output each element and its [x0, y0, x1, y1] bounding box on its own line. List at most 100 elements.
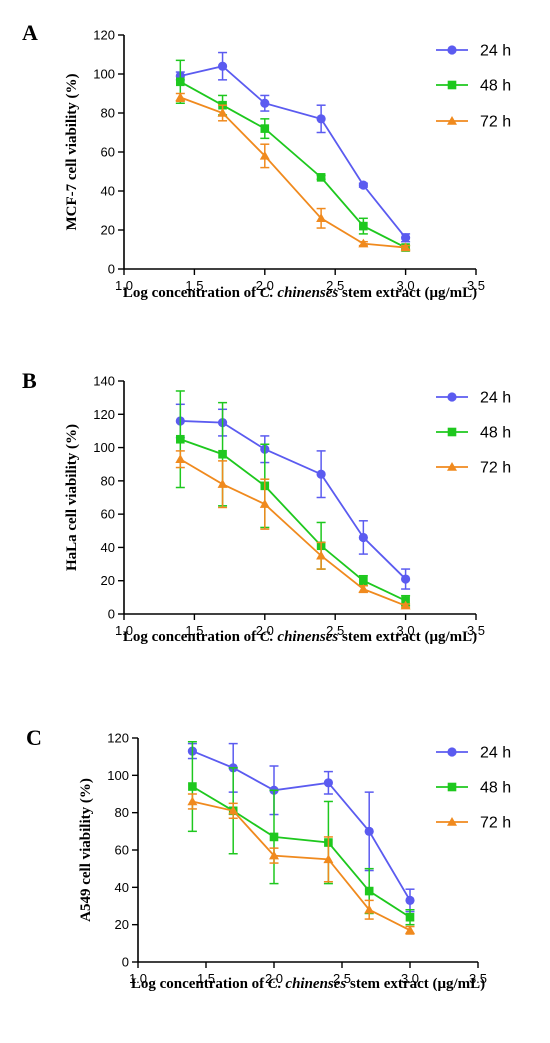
- x-tick-label: 1.0: [115, 278, 133, 293]
- series-24h: [175, 403, 411, 590]
- series-48h: [175, 390, 411, 607]
- data-point: [176, 434, 185, 444]
- legend-marker: [447, 392, 457, 402]
- legend-entry: 24 h: [436, 390, 511, 407]
- data-point: [364, 904, 375, 914]
- x-tick-label: 3.0: [401, 971, 419, 986]
- legend-entry: 24 h: [436, 745, 511, 762]
- series-line: [192, 800, 411, 932]
- data-point: [400, 242, 411, 252]
- data-point: [218, 449, 227, 459]
- y-axis-title: MCF-7 cell viability (%): [64, 73, 80, 230]
- legend-marker: [447, 782, 457, 792]
- data-point: [358, 180, 368, 190]
- x-tick-label: 3.5: [467, 278, 485, 293]
- data-point: [364, 826, 374, 836]
- legend-label: 24 h: [480, 43, 511, 60]
- data-point: [187, 796, 198, 806]
- legend-marker: [447, 116, 457, 125]
- data-point: [359, 576, 368, 586]
- x-axis-title-part: C. chinenses: [260, 629, 339, 645]
- legend-label: 48 h: [480, 780, 511, 797]
- x-axis-title-part: Log concentration of: [123, 629, 260, 645]
- series-line: [180, 438, 406, 602]
- data-point: [175, 92, 186, 102]
- data-point: [405, 895, 415, 906]
- x-tick-label: 1.5: [185, 278, 203, 293]
- data-point: [217, 108, 228, 117]
- panel-letter: C: [26, 725, 42, 750]
- data-point: [188, 782, 197, 791]
- data-point: [358, 238, 369, 248]
- x-tick-label: 1.0: [115, 623, 133, 638]
- x-axis-title: Log concentration of C. chinenses stem e…: [123, 629, 477, 645]
- x-tick-label: 2.0: [265, 971, 283, 986]
- series-72h: [175, 92, 411, 252]
- panel-letter: A: [22, 20, 38, 45]
- y-tick-label: 0: [108, 607, 115, 622]
- x-axis-title-part: C. chinenses: [260, 285, 339, 301]
- panel-letter: B: [22, 368, 37, 393]
- legend-marker: [447, 747, 457, 757]
- data-point: [405, 925, 415, 935]
- x-tick-label: 3.0: [397, 623, 415, 638]
- x-axis-title-part: stem extract (μg/mL): [338, 629, 477, 645]
- data-point: [259, 150, 270, 160]
- y-tick-label: 100: [107, 768, 129, 783]
- series-72h: [187, 793, 415, 935]
- y-tick-label: 40: [101, 184, 115, 199]
- x-tick-label: 2.0: [256, 623, 274, 638]
- data-point: [269, 850, 279, 860]
- x-axis-title-part: stem extract (μg/mL): [346, 976, 485, 992]
- y-axis-title: HaLa cell viability (%): [64, 424, 80, 571]
- chart-panel-A: A 0 20 40 60 80 100 120 1.0 1.5 2.0 2.5 3.0 3.5 MCF-7 …: [22, 20, 511, 301]
- data-point: [316, 213, 327, 223]
- data-point: [364, 886, 374, 896]
- legend-label: 48 h: [480, 78, 511, 95]
- x-tick-label: 2.0: [256, 278, 274, 293]
- x-axis-title: Log concentration of C. chinenses stem e…: [131, 976, 485, 992]
- chart-panel-B: B 0 20 40 60 80 100 120 140 1.0 1.5 2.0 2.5 3.0 3.5 HaL…: [22, 368, 511, 645]
- y-tick-label: 100: [93, 67, 115, 82]
- x-tick-label: 3.0: [397, 278, 415, 293]
- y-tick-label: 100: [93, 440, 115, 455]
- series-48h: [187, 740, 415, 926]
- y-tick-label: 40: [115, 880, 129, 895]
- y-tick-label: 120: [93, 407, 115, 422]
- data-point: [260, 98, 270, 108]
- y-tick-label: 80: [101, 473, 115, 488]
- y-tick-label: 0: [108, 262, 115, 277]
- data-point: [217, 479, 228, 488]
- data-point: [401, 233, 411, 243]
- y-tick-label: 20: [115, 917, 129, 932]
- legend-entry: 72 h: [436, 815, 511, 832]
- x-axis-title-part: Log concentration of: [123, 285, 260, 301]
- x-tick-label: 1.5: [197, 971, 215, 986]
- series-line: [179, 458, 406, 607]
- y-tick-label: 20: [101, 223, 115, 238]
- series-24h: [187, 742, 415, 913]
- data-point: [217, 61, 228, 71]
- y-axis-title: A549 cell viability (%): [78, 778, 94, 922]
- legend-label: 24 h: [480, 745, 511, 762]
- legend-label: 48 h: [480, 425, 511, 442]
- legend-label: 72 h: [480, 460, 511, 477]
- legend-entry: 72 h: [436, 460, 511, 477]
- x-tick-label: 2.5: [326, 623, 344, 638]
- series-line: [180, 65, 407, 239]
- series-line: [191, 785, 411, 918]
- data-point: [316, 114, 326, 124]
- y-tick-label: 60: [115, 843, 129, 858]
- data-point: [228, 805, 239, 815]
- x-tick-label: 3.5: [467, 623, 485, 638]
- legend-entry: 24 h: [436, 43, 511, 60]
- data-point: [323, 778, 333, 788]
- data-point: [405, 912, 415, 922]
- y-tick-label: 120: [107, 731, 129, 746]
- series-line: [192, 750, 411, 901]
- y-tick-label: 120: [93, 28, 115, 43]
- series-line: [179, 81, 407, 249]
- y-tick-label: 0: [122, 955, 129, 970]
- data-point: [401, 574, 411, 584]
